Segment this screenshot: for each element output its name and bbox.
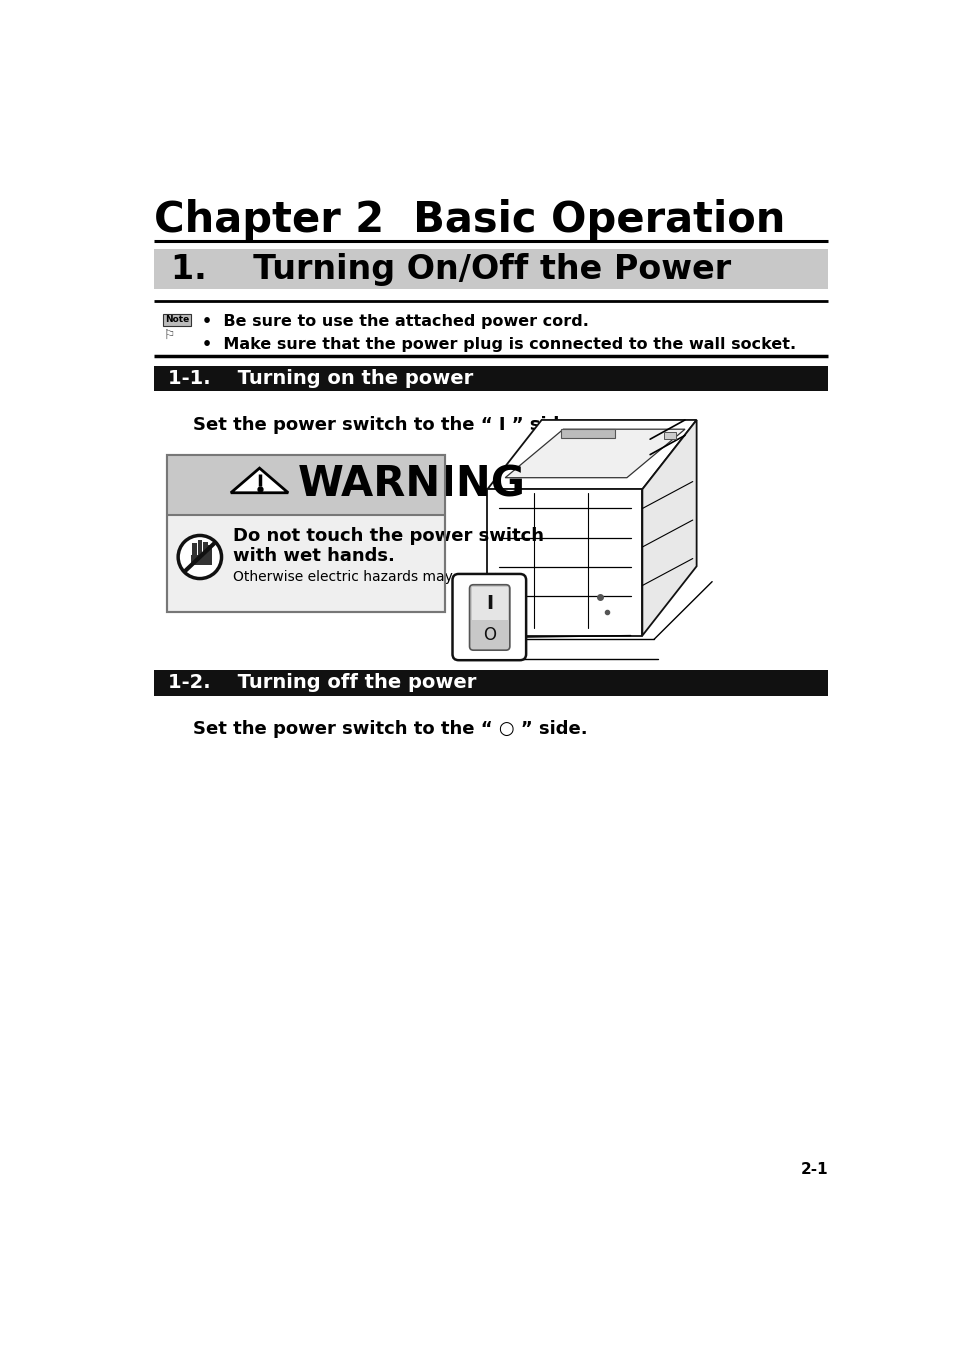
Bar: [154, 366, 827, 392]
Bar: [560, 429, 615, 439]
Bar: [192, 543, 196, 559]
Text: Do not touch the power switch: Do not touch the power switch: [233, 526, 543, 545]
Bar: [197, 540, 202, 558]
Text: •  Be sure to use the attached power cord.: • Be sure to use the attached power cord…: [202, 313, 588, 328]
Bar: [167, 455, 444, 613]
Polygon shape: [231, 468, 288, 493]
Bar: [191, 555, 212, 564]
Text: ⚐: ⚐: [164, 329, 175, 342]
Bar: [154, 248, 827, 289]
Bar: [167, 455, 444, 514]
Bar: [163, 313, 192, 325]
FancyBboxPatch shape: [469, 585, 509, 651]
Text: Set the power switch to the “ I ” side.: Set the power switch to the “ I ” side.: [193, 416, 578, 435]
Text: Chapter 2  Basic Operation: Chapter 2 Basic Operation: [154, 198, 784, 240]
Text: 2-1: 2-1: [800, 1162, 827, 1177]
Bar: [663, 432, 676, 439]
Polygon shape: [641, 420, 696, 636]
Bar: [154, 670, 827, 695]
Text: O: O: [482, 626, 496, 644]
Text: 1-1.    Turning on the power: 1-1. Turning on the power: [168, 370, 473, 389]
Text: •  Make sure that the power plug is connected to the wall socket.: • Make sure that the power plug is conne…: [202, 336, 796, 352]
Text: 1.    Turning On/Off the Power: 1. Turning On/Off the Power: [171, 252, 731, 286]
Bar: [203, 541, 208, 558]
Polygon shape: [487, 420, 696, 489]
Polygon shape: [487, 489, 641, 636]
Text: Note: Note: [165, 316, 190, 324]
Bar: [472, 587, 507, 620]
Text: 1-2.    Turning off the power: 1-2. Turning off the power: [168, 674, 476, 693]
Circle shape: [178, 536, 221, 579]
Bar: [167, 455, 444, 613]
Text: with wet hands.: with wet hands.: [233, 547, 395, 566]
Text: Set the power switch to the “ ○ ” side.: Set the power switch to the “ ○ ” side.: [193, 721, 587, 738]
Polygon shape: [505, 429, 684, 478]
Text: I: I: [486, 594, 493, 613]
Text: Otherwise electric hazards may occur.: Otherwise electric hazards may occur.: [233, 570, 498, 585]
Bar: [208, 544, 212, 558]
Text: WARNING: WARNING: [297, 463, 525, 506]
FancyBboxPatch shape: [452, 574, 525, 660]
